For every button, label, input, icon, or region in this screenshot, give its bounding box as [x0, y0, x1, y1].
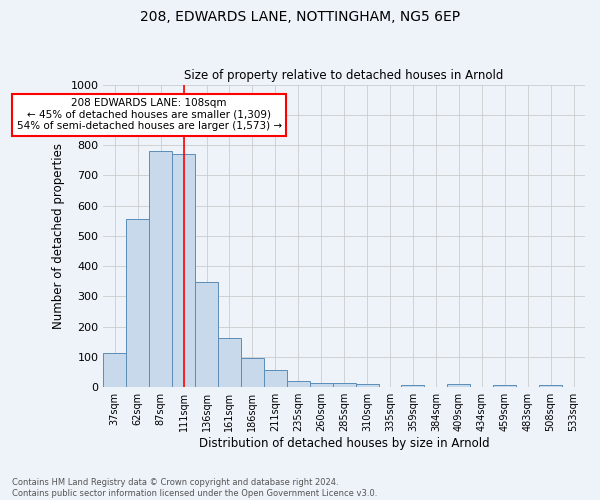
Text: Contains HM Land Registry data © Crown copyright and database right 2024.
Contai: Contains HM Land Registry data © Crown c…: [12, 478, 377, 498]
Bar: [287, 380, 310, 387]
Bar: [218, 338, 241, 387]
Bar: [149, 152, 172, 387]
Text: 208, EDWARDS LANE, NOTTINGHAM, NG5 6EP: 208, EDWARDS LANE, NOTTINGHAM, NG5 6EP: [140, 10, 460, 24]
Bar: [172, 154, 195, 387]
Bar: [241, 358, 264, 387]
Bar: [401, 385, 424, 387]
Title: Size of property relative to detached houses in Arnold: Size of property relative to detached ho…: [184, 69, 504, 82]
Bar: [493, 385, 516, 387]
Y-axis label: Number of detached properties: Number of detached properties: [52, 143, 65, 329]
Bar: [332, 384, 356, 387]
Bar: [448, 384, 470, 387]
Bar: [103, 353, 126, 387]
Bar: [310, 383, 332, 387]
Text: 208 EDWARDS LANE: 108sqm
← 45% of detached houses are smaller (1,309)
54% of sem: 208 EDWARDS LANE: 108sqm ← 45% of detach…: [17, 98, 282, 132]
Bar: [264, 370, 287, 387]
Bar: [126, 218, 149, 387]
Bar: [195, 282, 218, 387]
Bar: [356, 384, 379, 387]
Bar: [539, 385, 562, 387]
X-axis label: Distribution of detached houses by size in Arnold: Distribution of detached houses by size …: [199, 437, 490, 450]
